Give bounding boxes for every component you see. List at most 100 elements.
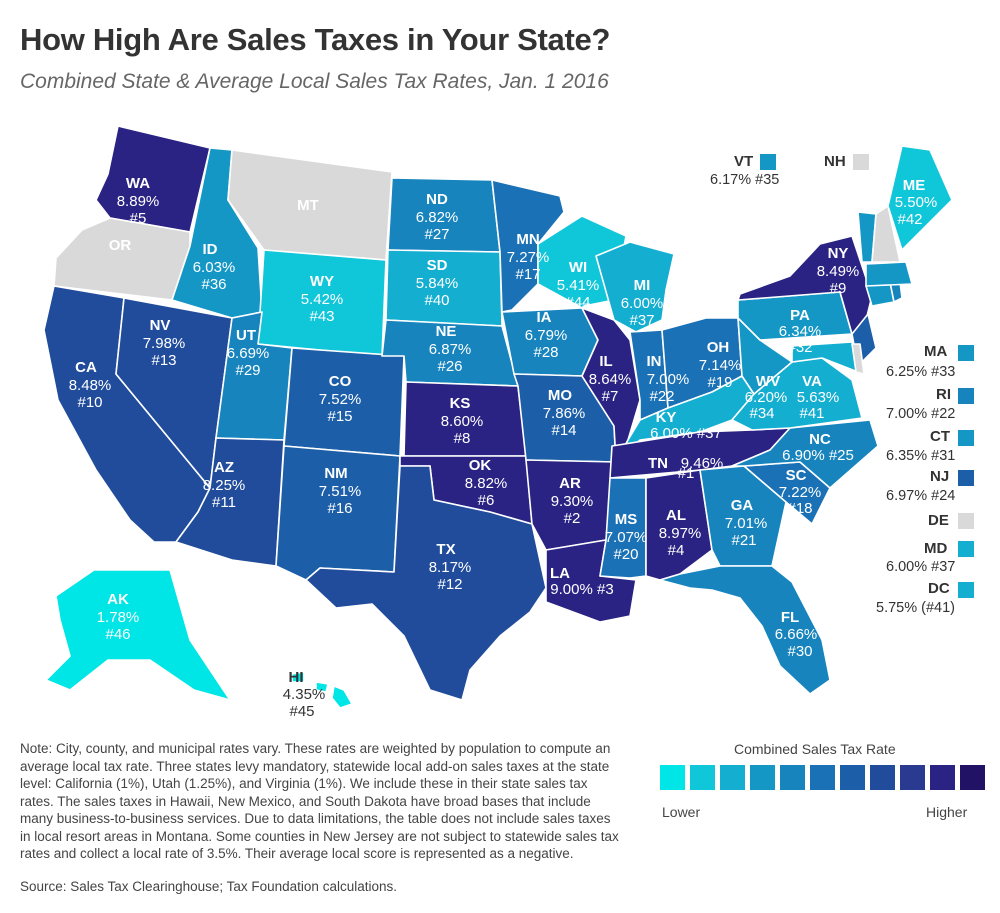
state-ny[interactable]	[737, 235, 873, 335]
label-ak-abbr: AK	[107, 591, 129, 608]
label-wa-abbr: WA	[126, 175, 150, 192]
label-me-rate: 5.50%	[895, 194, 938, 211]
label-nd-rank: #27	[424, 226, 449, 243]
label-wa-rank: #5	[130, 210, 147, 227]
label-al-rate: 8.97%	[659, 525, 702, 542]
label-mn-rate: 7.27%	[507, 249, 550, 266]
state-de[interactable]	[851, 343, 865, 375]
label-mn-abbr: MN	[516, 231, 539, 248]
callout-dc-rate: 5.75% (#41)	[876, 600, 955, 616]
label-ar-rank: #2	[564, 510, 581, 527]
label-ga-rank: #21	[731, 532, 756, 549]
label-id-abbr: ID	[203, 241, 218, 258]
callout-md-rate: 6.00% #37	[886, 559, 956, 575]
state-wa[interactable]	[95, 125, 211, 233]
label-ak-rank: #46	[105, 626, 130, 643]
label-nd-abbr: ND	[426, 191, 448, 208]
label-nv-abbr: NV	[150, 317, 171, 334]
callout-nj-swatch	[958, 470, 974, 486]
label-la-rate: 9.00% #3	[550, 581, 613, 598]
state-hi-1[interactable]	[291, 671, 305, 683]
label-in-abbr: IN	[647, 353, 662, 370]
legend-swatch-4	[750, 765, 775, 790]
label-wy-rank: #43	[309, 308, 334, 325]
label-ia-rate: 6.79%	[525, 327, 568, 344]
label-mi-rank: #37	[629, 312, 654, 329]
label-nv-rank: #13	[151, 352, 176, 369]
callout-nj-rate: 6.97% #24	[886, 488, 956, 504]
label-ms-abbr: MS	[615, 511, 638, 528]
label-id-rank: #36	[201, 276, 226, 293]
callout-md-abbr: MD	[924, 540, 948, 557]
label-sc-rate: 7.22%	[779, 484, 822, 501]
label-nc-rate: 6.90% #25	[782, 447, 854, 464]
label-ks-rank: #8	[454, 430, 471, 447]
label-pa-rank: #32	[787, 339, 812, 356]
label-mo-abbr: MO	[548, 387, 572, 404]
label-wi-rank: #44	[565, 294, 590, 311]
label-ca-rate: 8.48%	[69, 377, 112, 394]
label-ny-rate: 8.49%	[817, 263, 860, 280]
callout-ri-rate: 7.00% #22	[886, 406, 956, 422]
label-wy-abbr: WY	[310, 273, 334, 290]
state-or[interactable]	[53, 217, 191, 301]
label-az-rank: #11	[212, 494, 236, 511]
state-fl[interactable]	[659, 565, 831, 695]
legend-swatch-3	[720, 765, 745, 790]
legend-swatch-8	[870, 765, 895, 790]
label-pa-abbr: PA	[790, 307, 810, 324]
legend-swatch-5	[780, 765, 805, 790]
label-va-abbr: VA	[802, 373, 822, 390]
label-sd-abbr: SD	[427, 257, 448, 274]
state-nc[interactable]	[731, 419, 879, 489]
label-fl-abbr: FL	[781, 609, 799, 626]
callout-md-swatch	[958, 541, 974, 557]
callout-de-swatch	[958, 513, 974, 529]
label-la-abbr: LA	[550, 565, 570, 582]
callout-ma-abbr: MA	[924, 343, 948, 360]
callout-ri-abbr: RI	[936, 386, 951, 403]
state-me[interactable]	[887, 145, 953, 251]
label-il-abbr: IL	[599, 353, 612, 370]
legend-swatch-9	[900, 765, 925, 790]
label-va-rank: #41	[799, 405, 824, 422]
label-ut-rank: #29	[235, 362, 260, 379]
callout-ct-abbr: CT	[930, 428, 950, 445]
state-ma[interactable]	[865, 261, 913, 287]
legend-swatch-7	[840, 765, 865, 790]
label-ms-rank: #20	[613, 546, 638, 563]
legend-title: Combined Sales Tax Rate	[734, 741, 896, 757]
state-tx[interactable]	[305, 465, 547, 701]
label-va-rate: 5.63%	[797, 389, 840, 406]
state-nh[interactable]	[871, 205, 901, 263]
legend-swatch-11	[960, 765, 985, 790]
label-co-abbr: CO	[329, 373, 352, 390]
label-wi-rate: 5.41%	[557, 277, 600, 294]
label-al-abbr: AL	[666, 507, 686, 524]
label-az-rate: 8.25%	[203, 477, 246, 494]
label-me-rank: #42	[897, 211, 922, 228]
label-nd-rate: 6.82%	[416, 209, 459, 226]
state-mi[interactable]	[595, 241, 675, 333]
label-co-rate: 7.52%	[319, 391, 362, 408]
legend-scale	[660, 765, 985, 790]
label-in-rank: #22	[649, 388, 674, 405]
label-or-abbr: OR	[109, 237, 132, 254]
label-ks-abbr: KS	[450, 395, 471, 412]
label-sc-rank: #18	[787, 500, 812, 517]
state-hi-2[interactable]	[315, 681, 329, 693]
label-pa-rate: 6.34%	[779, 323, 822, 340]
state-md[interactable]	[791, 341, 859, 373]
legend-swatch-2	[690, 765, 715, 790]
label-sd-rank: #40	[424, 292, 449, 309]
label-ut-abbr: UT	[236, 327, 256, 344]
state-ak[interactable]	[45, 569, 231, 701]
label-ia-abbr: IA	[537, 309, 552, 326]
label-mo-rate: 7.86%	[543, 405, 586, 422]
label-tx-rate: 8.17%	[429, 559, 472, 576]
label-nm-rank: #16	[327, 500, 352, 517]
label-ar-abbr: AR	[559, 475, 581, 492]
label-nm-rate: 7.51%	[319, 483, 362, 500]
label-ky-abbr: KY	[656, 409, 677, 426]
state-hi-3[interactable]	[331, 685, 353, 709]
